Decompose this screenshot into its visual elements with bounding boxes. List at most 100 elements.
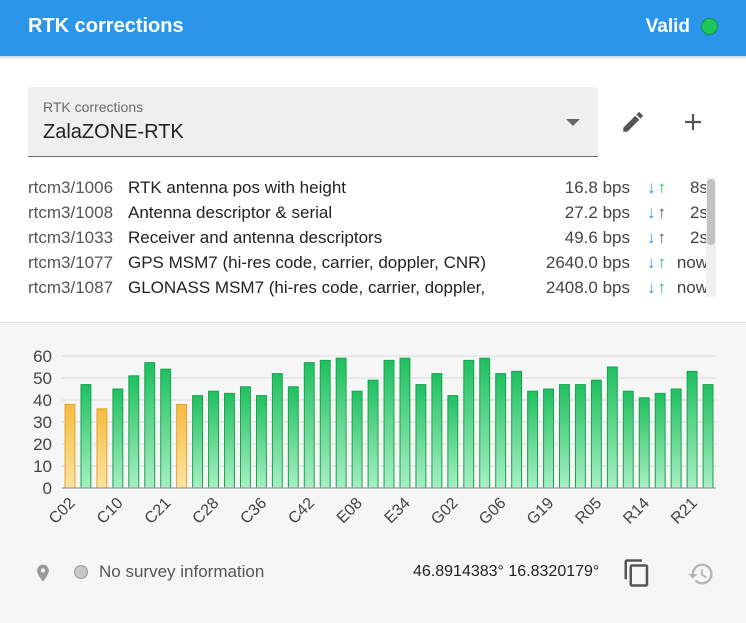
satellite-bar	[319, 359, 331, 489]
message-id: rtcm3/1008	[28, 203, 114, 222]
x-tick-label: G19	[524, 495, 557, 528]
message-description: GLONASS MSM7 (hi-res code, carrier, dopp…	[128, 278, 486, 297]
rtcm-message-list: rtcm3/1006 RTK antenna pos with height 1…	[28, 176, 708, 304]
satellite-bar	[112, 388, 124, 489]
history-icon[interactable]	[687, 560, 715, 588]
message-age: now	[676, 278, 708, 297]
y-tick-label: 50	[33, 369, 52, 388]
satellite-bar	[495, 373, 507, 489]
satellite-bar	[255, 395, 267, 489]
x-tick-label: C21	[142, 495, 175, 528]
dropdown-caret-icon[interactable]	[566, 119, 580, 126]
message-row: rtcm3/1008 Antenna descriptor & serial 2…	[28, 203, 708, 228]
satellite-bar	[224, 392, 235, 489]
app-header: RTK corrections Valid	[0, 0, 746, 56]
location-pin-icon	[37, 564, 49, 582]
message-id: rtcm3/1006	[28, 178, 114, 197]
satellite-bar	[351, 390, 363, 489]
satellite-bar	[64, 403, 76, 489]
x-tick-label: R05	[572, 495, 605, 528]
plus-icon	[685, 114, 701, 130]
satellite-bar	[574, 384, 586, 489]
x-tick-label: C42	[285, 495, 318, 528]
down-arrow-icon: ↓	[647, 178, 658, 197]
copy-icon[interactable]	[622, 557, 652, 589]
scrollbar-thumb[interactable]	[707, 179, 715, 245]
up-arrow-icon: ↑	[657, 228, 668, 247]
satellite-bar	[463, 359, 475, 489]
message-description: Antenna descriptor & serial	[128, 203, 333, 222]
message-rate: 49.6 bps	[564, 228, 630, 247]
satellite-bar	[128, 375, 140, 489]
satellite-bar	[543, 388, 554, 489]
satellite-bar	[654, 392, 666, 489]
message-age: 2s	[690, 203, 708, 222]
message-rate: 2640.0 bps	[545, 253, 630, 272]
satellite-bar	[686, 370, 698, 489]
up-arrow-icon: ↑	[657, 178, 668, 197]
y-tick-label: 40	[33, 391, 52, 410]
down-arrow-icon: ↓	[647, 278, 658, 297]
traffic-arrows: ↓↑	[647, 278, 668, 298]
survey-status-text: No survey information	[99, 562, 265, 581]
header-title: RTK corrections	[28, 15, 184, 37]
y-tick-label: 0	[43, 479, 52, 498]
satellite-bar	[287, 386, 299, 489]
satellite-bar	[160, 368, 172, 489]
edit-button[interactable]	[615, 104, 651, 140]
x-tick-label: R21	[668, 495, 701, 528]
rtk-source-select[interactable]: RTK corrections ZalaZONE-RTK	[28, 87, 598, 157]
satellite-bar	[431, 373, 443, 489]
x-tick-label: E34	[382, 495, 414, 527]
y-tick-label: 20	[33, 435, 52, 454]
x-tick-label: R14	[620, 495, 653, 528]
satellite-bar	[399, 357, 411, 489]
message-description: RTK antenna pos with height	[128, 178, 346, 197]
x-tick-label: C10	[94, 495, 127, 528]
up-arrow-icon: ↑	[657, 278, 668, 297]
satellite-bar	[383, 359, 395, 489]
down-arrow-icon: ↓	[647, 228, 658, 247]
message-row: rtcm3/1006 RTK antenna pos with height 1…	[28, 178, 708, 203]
satellite-bar	[479, 357, 491, 489]
satellite-bar	[622, 390, 634, 489]
x-tick-label: C02	[46, 495, 79, 528]
satellite-bar	[511, 370, 523, 489]
header-shadow	[0, 56, 746, 60]
satellite-bar	[670, 388, 682, 489]
status-indicator-dot	[701, 18, 718, 35]
satellite-bar	[606, 366, 618, 489]
satellite-bar	[702, 384, 714, 489]
traffic-arrows: ↓↑	[647, 253, 668, 273]
satellite-bar	[590, 379, 602, 489]
message-list-scrollbar[interactable]	[706, 177, 716, 297]
pencil-icon	[623, 112, 643, 132]
y-tick-label: 10	[33, 457, 52, 476]
latitude: 46.8914383°	[413, 563, 504, 580]
satellite-bar	[80, 384, 92, 489]
up-arrow-icon: ↑	[657, 203, 668, 222]
message-rate: 2408.0 bps	[545, 278, 630, 297]
status-text: Valid	[645, 16, 690, 37]
select-value: ZalaZONE-RTK	[43, 121, 184, 143]
down-arrow-icon: ↓	[647, 203, 658, 222]
message-description: Receiver and antenna descriptors	[128, 228, 383, 247]
message-id: rtcm3/1033	[28, 228, 114, 247]
satellite-bar	[638, 397, 650, 489]
message-description: GPS MSM7 (hi-res code, carrier, doppler,…	[128, 253, 487, 272]
message-id: rtcm3/1077	[28, 253, 114, 272]
message-id: rtcm3/1087	[28, 278, 114, 297]
satellite-bar	[447, 395, 459, 489]
traffic-arrows: ↓↑	[647, 203, 668, 223]
x-tick-label: E08	[334, 495, 366, 527]
add-button[interactable]	[675, 104, 711, 140]
satellite-bar	[208, 390, 219, 489]
y-tick-label: 60	[33, 347, 52, 366]
satellite-bar	[144, 362, 156, 489]
coordinates: 46.8914383° 16.8320179°	[413, 563, 599, 581]
x-tick-label: G06	[476, 495, 509, 528]
satellite-bar	[335, 357, 347, 489]
satellite-bar	[271, 373, 283, 489]
survey-status-dot	[74, 565, 88, 579]
satellite-bar	[176, 403, 188, 489]
